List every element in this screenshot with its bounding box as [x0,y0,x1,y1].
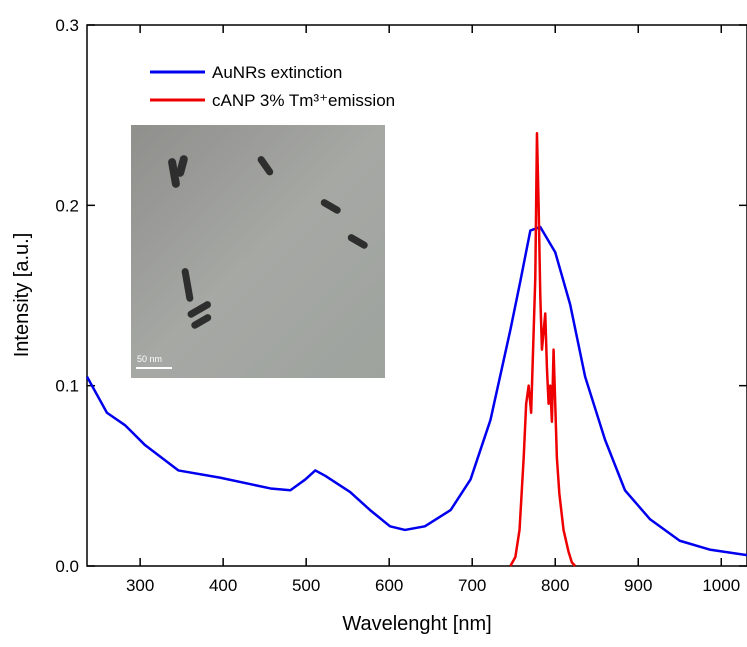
legend-label: AuNRs extinction [212,63,342,82]
inset-image: 50 nm [131,125,385,378]
y-tick-label: 0.1 [55,377,79,396]
x-tick-label: 500 [292,576,320,595]
y-tick-label: 0.2 [55,196,79,215]
x-tick-label: 900 [624,576,652,595]
x-tick-label: 700 [458,576,486,595]
scale-label: 50 nm [137,354,162,364]
x-tick-label: 1000 [702,576,740,595]
series-line [509,131,577,567]
y-tick-label: 0.0 [55,557,79,576]
x-tick-label: 800 [541,576,569,595]
legend-label: cANP 3% Tm³⁺emission [212,91,395,110]
y-tick-label: 0.3 [55,16,79,35]
x-tick-label: 600 [375,576,403,595]
series-line [85,225,747,557]
x-tick-label: 400 [209,576,237,595]
y-axis-label: Intensity [a.u.] [11,233,33,358]
x-tick-label: 300 [126,576,154,595]
x-axis-label: Wavelenght [nm] [342,613,491,635]
plot-frame [86,24,747,567]
